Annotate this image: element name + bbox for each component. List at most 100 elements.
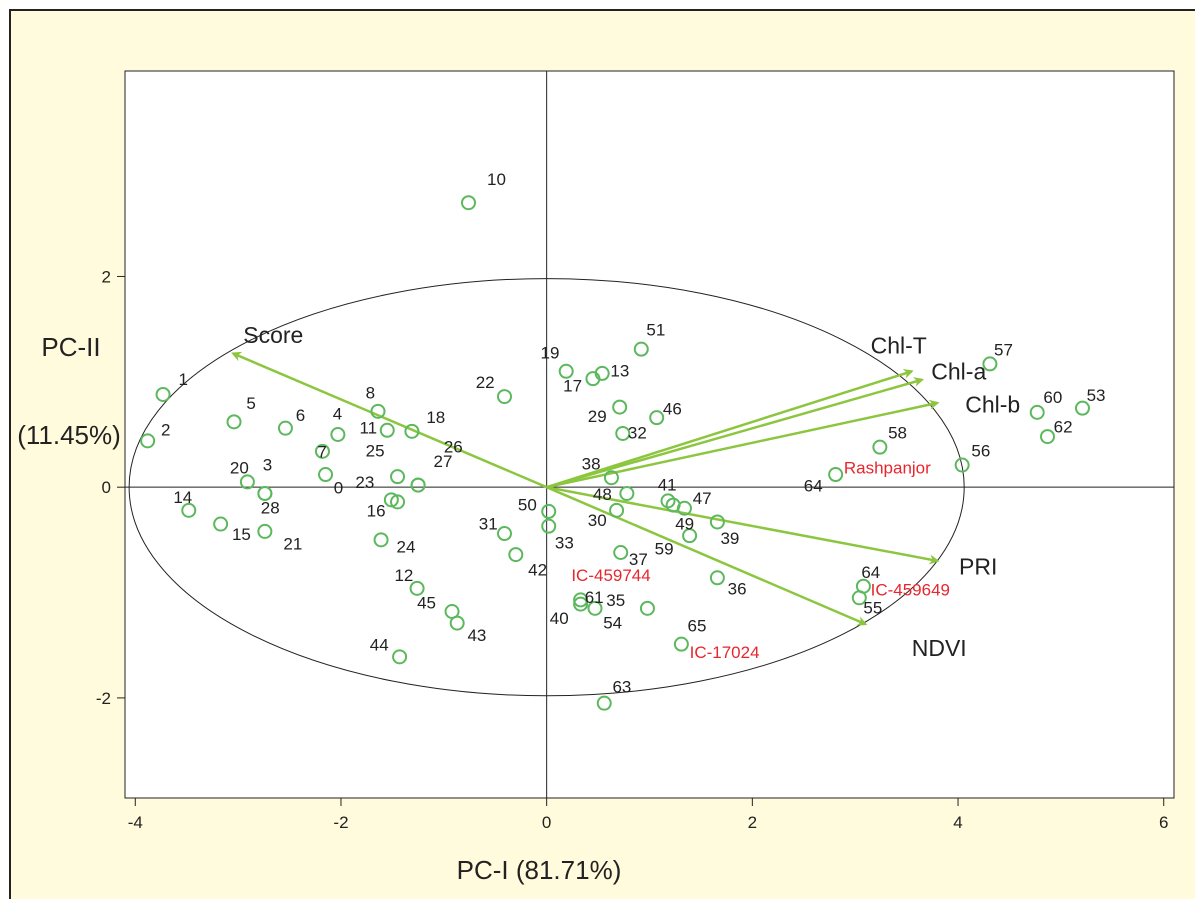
point-label: 64: [804, 476, 823, 495]
point-label: 55: [863, 599, 882, 618]
score-point-8: [370, 403, 386, 419]
score-point-5: [226, 414, 242, 430]
point-label: 16: [367, 502, 386, 521]
point-label: 56: [971, 442, 990, 461]
point-label: 42: [528, 561, 547, 580]
x-tick-label: -4: [128, 813, 143, 832]
score-point-62: [1040, 429, 1056, 445]
score-point-0: [318, 467, 334, 483]
score-point-30: [609, 502, 625, 518]
highlighted-genotype-label: IC-459649: [871, 581, 950, 600]
score-point-64: [855, 578, 871, 594]
score-point-7: [314, 443, 330, 459]
point-label: 31: [479, 514, 498, 533]
score-point-33: [541, 518, 557, 534]
highlighted-genotype-label: IC-17024: [690, 643, 760, 662]
score-point-54: [587, 600, 603, 616]
x-tick-label: 0: [542, 813, 551, 832]
score-point-46: [649, 410, 665, 426]
x-tick-label: -2: [333, 813, 348, 832]
point-label: 15: [232, 525, 251, 544]
score-point-42: [508, 547, 524, 563]
score-point-17: [585, 371, 601, 387]
point-label: 5: [246, 394, 255, 413]
score-points: [140, 195, 1090, 711]
point-label: 26: [444, 437, 463, 456]
score-point-32: [615, 425, 631, 441]
point-label: 49: [675, 514, 694, 533]
point-label: 14: [173, 488, 192, 507]
score-point-56: [954, 457, 970, 473]
score-point-50: [541, 503, 557, 519]
point-label: 46: [663, 399, 682, 418]
score-point-6: [277, 420, 293, 436]
vector-score-arrow: [231, 351, 548, 489]
point-label: 61: [585, 588, 604, 607]
point-label: 65: [688, 617, 707, 636]
point-label: 24: [397, 538, 416, 557]
point-label: 47: [693, 489, 712, 508]
score-point-53: [1074, 400, 1090, 416]
point-labels: 1234567081011121314151617181920212223242…: [161, 170, 1106, 697]
point-label: 64: [861, 563, 880, 582]
point-label: 22: [476, 373, 495, 392]
score-point-45: [444, 604, 460, 620]
pca-biplot-chart: -4 -2 0 2 4 6-202 Score Chl-TChl-aChl-bPRINDVI…: [17, 70, 1175, 885]
score-point-11: [379, 422, 395, 438]
point-label: 20: [230, 458, 249, 477]
score-point-10: [460, 195, 476, 211]
vector-chl-b-label: Chl-b: [965, 391, 1020, 417]
score-point-51: [633, 341, 649, 357]
point-label: 60: [1043, 388, 1062, 407]
point-label: 51: [646, 320, 665, 339]
score-point-23: [390, 494, 406, 510]
score-point-1: [155, 386, 171, 402]
score-point-19: [558, 363, 574, 379]
score-point-57: [982, 356, 998, 372]
score-point-14: [181, 502, 197, 518]
point-label: 57: [994, 340, 1013, 359]
point-label: 29: [588, 407, 607, 426]
x-tick-label: 4: [953, 813, 962, 832]
score-point-63: [596, 695, 612, 711]
score-point-31: [496, 526, 512, 542]
y-tick-label: 0: [102, 478, 111, 497]
vector-chl-t-arrow: [546, 368, 914, 489]
vector-chl-t-label: Chl-T: [871, 332, 927, 358]
y-axis-label: PC-II: [41, 332, 100, 362]
point-label: 28: [261, 499, 280, 518]
point-label: 63: [612, 678, 631, 697]
highlighted-genotype-label: IC-459744: [571, 566, 650, 585]
point-label: 6: [296, 406, 305, 425]
vector-ndvi-label: NDVI: [912, 635, 967, 661]
point-label: 39: [720, 529, 739, 548]
vector-score-label: Score: [243, 322, 303, 348]
vector-pri-label: PRI: [959, 554, 997, 580]
score-point-48: [619, 486, 635, 502]
score-point-65: [673, 636, 689, 652]
point-label: 37: [629, 550, 648, 569]
point-label: 8: [366, 384, 375, 403]
point-label: 13: [610, 362, 629, 381]
point-label: 25: [366, 442, 385, 461]
point-label: 30: [588, 511, 607, 530]
point-label: 35: [606, 591, 625, 610]
point-label: 17: [563, 376, 582, 395]
vector-pri-arrow: [546, 485, 940, 565]
point-label: 19: [540, 344, 559, 363]
score-point-59: [682, 528, 698, 544]
point-label: 40: [550, 609, 569, 628]
plot-area: [124, 70, 1175, 799]
score-point-28: [257, 486, 273, 502]
point-label: 43: [467, 626, 486, 645]
x-tick-label: 6: [1159, 813, 1168, 832]
point-label: 23: [355, 473, 374, 492]
y-axis-sublabel: (11.45%): [17, 420, 121, 450]
point-label: 48: [593, 485, 612, 504]
score-point-29: [612, 399, 628, 415]
vector-chl-b-arrow: [546, 399, 940, 489]
vector-chl-a-label: Chl-a: [931, 359, 986, 385]
y-tick-label: 2: [102, 267, 111, 286]
score-point-61: [573, 592, 589, 608]
score-point-22: [496, 389, 512, 405]
